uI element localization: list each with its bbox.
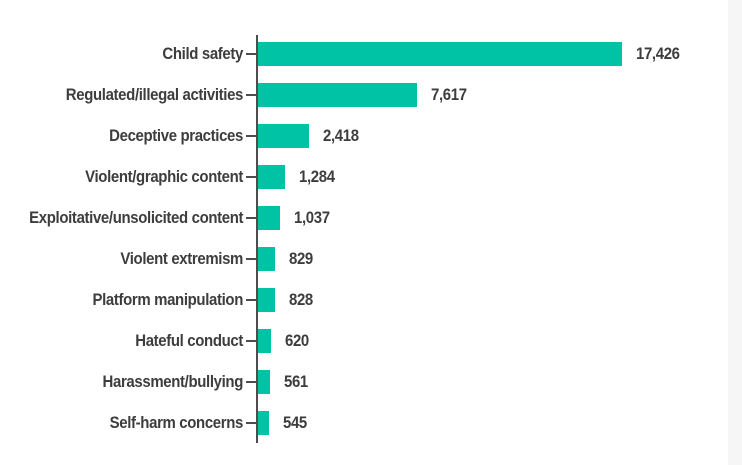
axis-tick-mark (246, 421, 257, 424)
axis-tick-mark (246, 134, 257, 137)
y-axis-line (256, 35, 258, 443)
bar (258, 410, 269, 435)
chart-row: Exploitative/unsolicited content 1,037 (0, 197, 728, 238)
chart-row: Regulated/illegal activities 7,617 (0, 74, 728, 115)
value-label: 7,617 (431, 84, 467, 104)
bar (258, 82, 417, 107)
bar (258, 328, 271, 353)
chart-rows: Child safety 17,426 Regulated/illegal ac… (0, 33, 728, 443)
value-label: 829 (289, 248, 313, 268)
category-label: Child safety (162, 43, 243, 63)
category-label: Platform manipulation (92, 289, 244, 309)
chart-row: Violent/graphic content 1,284 (0, 156, 728, 197)
axis-tick-mark (246, 257, 257, 260)
chart-row: Child safety 17,426 (0, 33, 728, 74)
category-label: Regulated/illegal activities (65, 84, 244, 104)
bar (258, 205, 280, 230)
axis-tick-mark (246, 216, 257, 219)
chart-row: Hateful conduct 620 (0, 320, 728, 361)
axis-tick-mark (246, 298, 257, 301)
bar (258, 287, 275, 312)
category-label: Hateful conduct (135, 330, 243, 350)
category-label: Exploitative/unsolicited content (29, 207, 244, 227)
page-background-edge (728, 0, 742, 465)
value-label: 828 (289, 289, 313, 309)
value-label: 561 (284, 371, 308, 391)
axis-tick-mark (246, 93, 257, 96)
chart-row: Self-harm concerns 545 (0, 402, 728, 443)
category-label: Self-harm concerns (109, 412, 244, 432)
value-label: 1,037 (294, 207, 330, 227)
axis-tick-mark (246, 339, 257, 342)
value-label: 620 (285, 330, 309, 350)
chart-row: Violent extremism 829 (0, 238, 728, 279)
bar (258, 41, 622, 66)
axis-tick-mark (246, 380, 257, 383)
value-label: 17,426 (636, 43, 680, 63)
chart-row: Deceptive practices 2,418 (0, 115, 728, 156)
category-label: Violent/graphic content (85, 166, 244, 186)
value-label: 1,284 (299, 166, 335, 186)
value-label: 545 (283, 412, 307, 432)
bar (258, 164, 285, 189)
category-label: Deceptive practices (109, 125, 243, 145)
chart-row: Harassment/bullying 561 (0, 361, 728, 402)
chart-row: Platform manipulation 828 (0, 279, 728, 320)
bar (258, 369, 270, 394)
bar (258, 123, 309, 148)
axis-tick-mark (246, 52, 257, 55)
value-label: 2,418 (323, 125, 359, 145)
bar (258, 246, 275, 271)
category-label: Violent extremism (120, 248, 243, 268)
category-label: Harassment/bullying (102, 371, 244, 391)
axis-tick-mark (246, 175, 257, 178)
